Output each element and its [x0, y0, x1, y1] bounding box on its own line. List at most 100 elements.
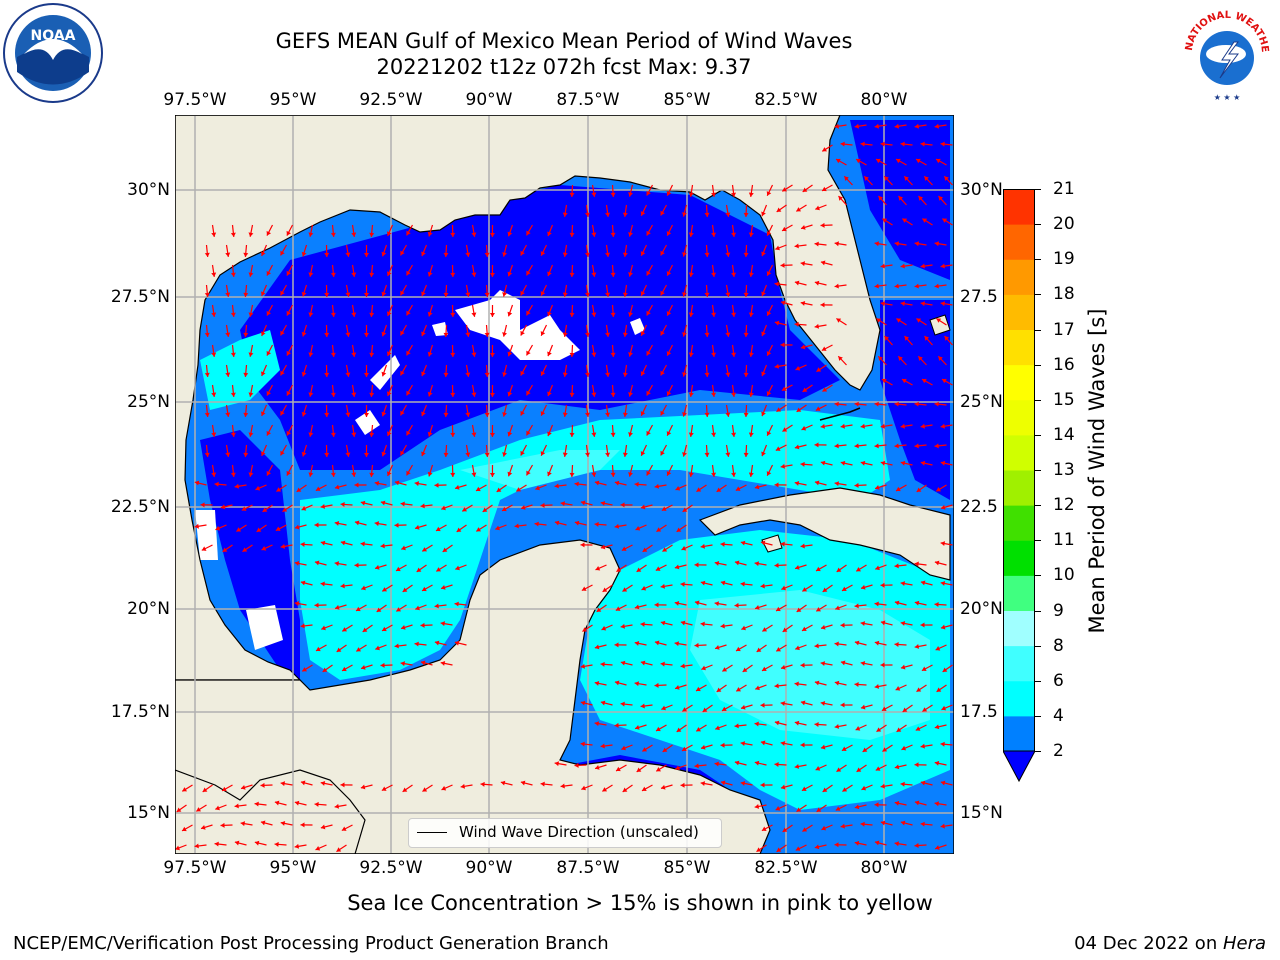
wave-direction-arrowhead — [840, 660, 846, 666]
wave-direction-arrowhead — [520, 780, 526, 786]
wave-direction-arrowhead — [776, 847, 782, 852]
wave-direction-arrowhead — [920, 263, 925, 269]
region-6-8-gulf — [460, 450, 620, 490]
wave-direction-arrowhead — [421, 451, 426, 457]
wave-direction-arrowhead — [502, 412, 508, 417]
wave-direction-arrowhead — [320, 780, 326, 786]
colorbar-tick: 19 — [1053, 249, 1075, 270]
missing-patch-4 — [630, 318, 645, 335]
wave-direction-arrowhead — [396, 607, 402, 612]
wave-direction-arrowhead — [688, 232, 694, 237]
wave-direction-arrowhead — [381, 291, 387, 297]
wave-direction-arrowhead — [860, 661, 866, 666]
wave-direction-arrowhead — [743, 252, 749, 257]
wave-direction-arrowhead — [940, 141, 945, 147]
wave-direction-arrowhead — [361, 585, 366, 591]
wave-direction-arrowhead — [243, 332, 249, 337]
wave-direction-arrowhead — [860, 704, 866, 710]
wave-direction-arrowhead — [934, 283, 939, 289]
wave-direction-arrowhead — [660, 370, 665, 376]
wave-direction-arrowhead — [581, 785, 586, 791]
wave-direction-arrowhead — [300, 623, 305, 629]
wave-direction-arrowhead — [822, 186, 827, 192]
wave-direction-arrowhead — [731, 272, 737, 277]
wave-direction-arrowhead — [286, 430, 291, 436]
wave-direction-arrowhead — [748, 392, 754, 397]
wave-direction-arrowhead — [308, 312, 314, 317]
wave-direction-arrowhead — [462, 507, 468, 512]
wave-direction-arrowhead — [324, 412, 330, 417]
wave-direction-arrowhead — [507, 311, 513, 317]
wave-direction-arrowhead — [194, 480, 200, 486]
wave-direction-arrowhead — [756, 847, 762, 852]
wave-direction-arrowhead — [526, 390, 531, 396]
wave-direction-arrowhead — [700, 781, 706, 787]
wave-direction-arrowhead — [254, 801, 259, 807]
wave-direction-arrowhead — [204, 252, 210, 257]
wave-direction-arrowhead — [942, 378, 947, 384]
wave-direction-arrowhead — [211, 472, 217, 477]
wave-direction-arrowhead — [942, 667, 948, 672]
wave-direction-arrowhead — [427, 351, 433, 357]
wave-direction-arrowhead — [421, 411, 426, 417]
wave-direction-arrowhead — [230, 232, 236, 237]
wave-direction-arrowhead — [500, 780, 506, 786]
wave-direction-arrowhead — [547, 271, 552, 277]
wave-direction-arrowhead — [774, 720, 780, 726]
wave-direction-arrowhead — [714, 560, 720, 566]
wave-direction-arrowhead — [704, 452, 710, 457]
wave-direction-arrowhead — [308, 392, 314, 397]
wave-direction-arrowhead — [266, 310, 272, 316]
wave-direction-arrowhead — [324, 252, 330, 257]
wave-direction-arrowhead — [814, 323, 820, 329]
wave-direction-arrowhead — [465, 252, 471, 257]
wave-direction-arrowhead — [594, 644, 600, 650]
wave-direction-arrowhead — [776, 407, 782, 412]
wave-direction-arrowhead — [300, 541, 305, 547]
wave-direction-arrowhead — [314, 560, 320, 566]
wave-direction-arrowhead — [796, 207, 802, 212]
wave-direction-arrowhead — [248, 232, 254, 237]
wave-direction-arrowhead — [900, 141, 905, 147]
wave-direction-arrowhead — [211, 312, 217, 317]
wave-direction-arrowhead — [734, 560, 740, 566]
wave-direction-arrowhead — [666, 311, 672, 316]
wave-direction-arrowhead — [680, 620, 686, 626]
wave-direction-arrowhead — [854, 640, 860, 646]
wave-direction-arrowhead — [900, 781, 905, 787]
wave-direction-arrowhead — [914, 644, 920, 649]
wave-direction-arrowhead — [260, 251, 266, 256]
wave-direction-arrowhead — [936, 318, 942, 323]
wave-direction-arrowhead — [562, 452, 568, 457]
missing-patch-1 — [455, 290, 580, 360]
wave-direction-arrowhead — [465, 292, 471, 297]
wave-direction-arrowhead — [761, 411, 766, 417]
wave-direction-arrowhead — [280, 543, 286, 549]
wave-direction-arrowhead — [880, 263, 885, 269]
wave-direction-arrowhead — [914, 561, 919, 567]
wave-direction-arrowhead — [614, 680, 620, 686]
wave-direction-arrowhead — [834, 481, 840, 487]
wave-direction-arrowhead — [794, 480, 800, 486]
wave-direction-arrowhead — [204, 332, 210, 337]
wave-direction-arrowhead — [562, 412, 568, 417]
wave-direction-arrowhead — [320, 503, 326, 509]
wave-direction-arrowhead — [740, 741, 746, 747]
wave-direction-arrowhead — [760, 782, 765, 788]
wave-direction-arrowhead — [621, 745, 626, 751]
wave-direction-arrowhead — [656, 527, 662, 532]
wave-direction-arrowhead — [336, 847, 342, 852]
wave-direction-arrowhead — [455, 565, 460, 571]
wave-direction-arrowhead — [815, 406, 821, 411]
wave-direction-arrowhead — [520, 250, 525, 256]
wave-direction-arrowhead — [766, 431, 772, 436]
wave-direction-arrowhead — [434, 603, 439, 609]
wave-direction-arrowhead — [748, 232, 754, 237]
wave-direction-arrowhead — [756, 647, 762, 652]
lon-tick-bottom: 97.5°W — [163, 858, 227, 878]
wave-direction-arrowhead — [766, 391, 772, 396]
wave-direction-arrowhead — [294, 524, 300, 530]
wave-direction-arrowhead — [194, 843, 199, 849]
wave-direction-arrowhead — [364, 252, 370, 257]
wave-direction-arrowhead — [704, 212, 710, 217]
